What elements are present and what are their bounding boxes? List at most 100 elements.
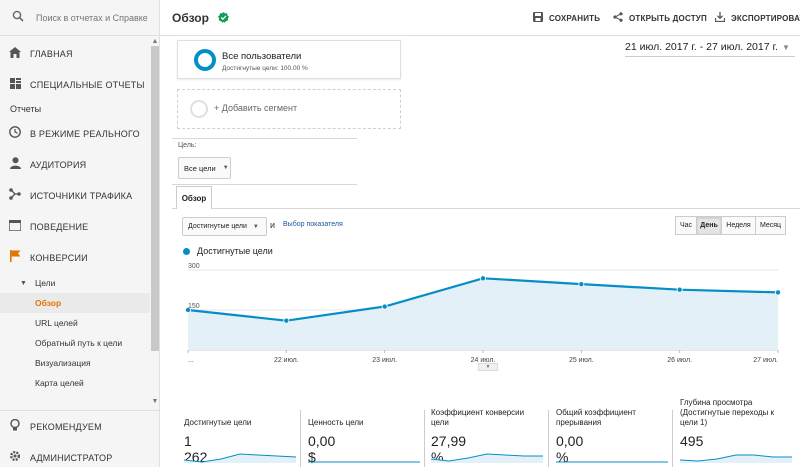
and-text: и — [270, 220, 276, 230]
share-label: ОТКРЫТЬ ДОСТУП — [629, 13, 707, 23]
sidebar-item-label: СПЕЦИАЛЬНЫЕ ОТЧЕТЫ — [30, 79, 145, 90]
data-point[interactable] — [676, 286, 683, 293]
chart-points — [184, 275, 782, 324]
sidebar-item-home[interactable]: ГЛАВНАЯ — [0, 38, 150, 69]
data-point[interactable] — [578, 281, 585, 288]
data-point[interactable] — [283, 317, 290, 324]
metric-label: Глубина просмотра (Достигнутые переходы … — [680, 398, 775, 427]
series-area — [188, 278, 778, 350]
caret-down-icon: ▼ — [252, 223, 259, 230]
data-point[interactable] — [775, 289, 782, 296]
search-icon[interactable] — [0, 10, 36, 25]
goal-select[interactable]: Все цели ▼ — [178, 157, 231, 179]
goal-select-value: Все цели — [184, 163, 216, 173]
period-switcher: Час День Неделя Месяц — [675, 216, 786, 235]
sidebar-nav: ГЛАВНАЯ СПЕЦИАЛЬНЫЕ ОТЧЕТЫ Отчеты В РЕЖИ… — [0, 38, 150, 393]
metric-select-value: Достигнутые цели — [188, 223, 247, 230]
sidebar-item-realtime[interactable]: В РЕЖИМЕ РЕАЛЬНОГО — [0, 118, 150, 149]
period-hour-button[interactable]: Час — [675, 216, 697, 235]
empty-segment-ring-icon — [190, 100, 208, 118]
sidebar-item-conversions[interactable]: КОНВЕРСИИ — [0, 242, 150, 273]
x-tick-label: 23 июл. — [372, 357, 397, 364]
export-label: ЭКСПОРТИРОВАТЬ — [731, 13, 800, 23]
sidebar-group-goals[interactable]: ▼ Цели — [0, 273, 150, 293]
goals-chart[interactable]: 300 150... 22 июл. 23 июл. 24 июл. 25 июл. 26 … — [172, 258, 800, 372]
save-icon — [533, 11, 543, 25]
sidebar-item-audience[interactable]: АУДИТОРИЯ — [0, 149, 150, 180]
home-icon — [0, 46, 30, 61]
chart-legend: Достигнутые цели — [183, 246, 273, 256]
lightbulb-icon — [0, 418, 30, 434]
segment-ring-icon — [194, 49, 216, 71]
choose-metric-link[interactable]: Выбор показателя — [283, 221, 343, 228]
metric-value: 0,00 $ — [308, 433, 336, 465]
metric-sparkline — [431, 453, 543, 463]
sidebar-item-label: АДМИНИСТРАТОР — [30, 452, 113, 463]
tab-overview[interactable]: Обзор — [176, 186, 212, 209]
caret-down-icon: ▼ — [222, 165, 229, 171]
period-month-button[interactable]: Месяц — [755, 216, 786, 235]
flag-icon — [0, 250, 30, 265]
metric-select[interactable]: Достигнутые цели ▼ — [182, 217, 267, 236]
x-tick-label: 26 июл. — [667, 357, 692, 364]
metric-sparkline — [680, 454, 792, 463]
scroll-up-icon[interactable]: ▲ — [151, 38, 159, 45]
date-range-text: 21 июл. 2017 г. - 27 июл. 2017 г. — [625, 41, 778, 53]
add-segment-button[interactable]: + Добавить сегмент — [177, 89, 401, 129]
metric-value: 495 — [680, 433, 704, 449]
sidebar-item-label: АУДИТОРИЯ — [30, 159, 87, 170]
metric-label: Ценность цели — [308, 418, 364, 427]
date-range-picker[interactable]: 21 июл. 2017 г. - 27 июл. 2017 г. ▼ — [625, 41, 795, 57]
y-tick-label: 150 — [188, 303, 200, 310]
sidebar-subitem-overview[interactable]: Обзор — [0, 293, 150, 313]
sidebar-item-behavior[interactable]: ПОВЕДЕНИЕ — [0, 211, 150, 242]
metrics-row: Достигнутые цели 1 262 Ценность цели 0,0… — [172, 390, 800, 467]
sidebar-group-label: Цели — [34, 278, 56, 288]
x-tick-label: ... — [188, 357, 194, 364]
share-button[interactable]: ОТКРЫТЬ ДОСТУП — [613, 0, 707, 36]
legend-dot — [183, 247, 190, 255]
period-day-button[interactable]: День — [696, 216, 722, 235]
sidebar-item-label: В РЕЖИМЕ РЕАЛЬНОГО — [30, 128, 140, 139]
period-week-button[interactable]: Неделя — [721, 216, 756, 235]
divider — [172, 184, 357, 185]
sidebar-item-acquisition[interactable]: ИСТОЧНИКИ ТРАФИКА — [0, 180, 150, 211]
export-button[interactable]: ЭКСПОРТИРОВАТЬ — [714, 0, 800, 36]
acquisition-icon — [0, 188, 30, 203]
sidebar: ГЛАВНАЯ СПЕЦИАЛЬНЫЕ ОТЧЕТЫ Отчеты В РЕЖИ… — [0, 0, 160, 467]
sidebar-subitem-goal-map[interactable]: Карта целей — [35, 378, 84, 388]
add-segment-label: + Добавить сегмент — [214, 103, 298, 113]
y-tick-label: 300 — [188, 263, 200, 270]
sidebar-item-label: КОНВЕРСИИ — [30, 252, 88, 263]
sidebar-item-label: ПОВЕДЕНИЕ — [30, 221, 89, 232]
save-button[interactable]: СОХРАНИТЬ — [533, 0, 600, 36]
page-header: Обзор СОХРАНИТЬ ОТКРЫТЬ ДОСТУП ЭКСПОРТИР… — [160, 0, 800, 36]
goal-label: Цель: — [178, 142, 197, 149]
search-input[interactable] — [36, 12, 154, 23]
gear-icon — [0, 450, 30, 465]
sidebar-scroll-thumb[interactable] — [151, 46, 159, 351]
metric-sparkline — [556, 461, 668, 463]
chevron-down-icon: ▼ — [781, 43, 790, 52]
segment-all-users[interactable]: Все пользователи Достигнутые цели: 100,0… — [177, 40, 401, 79]
sidebar-subitem-visualization[interactable]: Визуализация — [35, 358, 91, 368]
sidebar-item-label: ГЛАВНАЯ — [30, 48, 73, 59]
sidebar-subitem-reverse-path[interactable]: Обратный путь к цели — [35, 338, 123, 348]
verified-check-icon — [218, 11, 230, 23]
metric-value: 0,00 % — [556, 433, 584, 465]
scroll-down-icon[interactable]: ▼ — [151, 398, 159, 405]
legend-label: Достигнутые цели — [197, 246, 273, 256]
reports-section-label: Отчеты — [10, 104, 42, 114]
sidebar-item-custom-reports[interactable]: СПЕЦИАЛЬНЫЕ ОТЧЕТЫ — [0, 69, 150, 100]
page-title: Обзор — [172, 11, 230, 25]
sidebar-bottom: РЕКОМЕНДУЕМ АДМИНИСТРАТОР — [0, 410, 160, 467]
x-tick-label: 27 июл. — [753, 357, 778, 364]
data-point[interactable] — [381, 303, 388, 310]
data-point[interactable] — [479, 275, 486, 282]
sidebar-subitem-goal-urls[interactable]: URL целей — [35, 318, 78, 328]
chart-resize-handle[interactable]: ▼ — [478, 363, 498, 371]
sidebar-item-admin[interactable]: АДМИНИСТРАТОР — [0, 442, 160, 467]
data-point[interactable] — [184, 307, 191, 314]
sidebar-item-recommend[interactable]: РЕКОМЕНДУЕМ — [0, 411, 160, 442]
